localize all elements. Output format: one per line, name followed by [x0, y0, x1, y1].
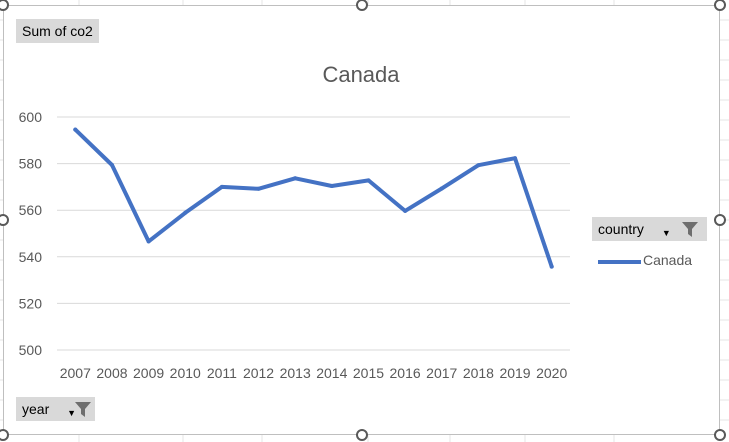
y-tick-label: 500 — [19, 342, 43, 358]
data-point[interactable] — [439, 186, 444, 191]
data-point[interactable] — [109, 162, 114, 167]
x-tick-label: 2010 — [170, 365, 201, 381]
resize-handle-top-left[interactable] — [0, 0, 9, 11]
axis-field-label: year — [22, 401, 50, 417]
filter-funnel-icon[interactable] — [682, 222, 698, 237]
x-tick-label: 2007 — [60, 365, 91, 381]
x-tick-label: 2017 — [426, 365, 457, 381]
x-tick-label: 2008 — [96, 365, 127, 381]
resize-handle-top-right[interactable] — [714, 0, 726, 11]
legend-line-swatch — [598, 260, 641, 264]
data-point[interactable] — [256, 186, 261, 191]
x-tick-label: 2016 — [390, 365, 421, 381]
data-point[interactable] — [73, 127, 78, 132]
y-tick-label: 580 — [19, 156, 43, 172]
data-point[interactable] — [366, 178, 371, 183]
y-tick-label: 600 — [19, 109, 43, 125]
resize-handle-bottom-right[interactable] — [714, 429, 726, 441]
data-point[interactable] — [183, 210, 188, 215]
values-field-label: Sum of co2 — [22, 23, 93, 39]
x-tick-label: 2019 — [499, 365, 530, 381]
x-tick-label: 2018 — [463, 365, 494, 381]
filter-funnel-icon[interactable] — [75, 402, 91, 417]
x-tick-label: 2015 — [353, 365, 384, 381]
data-point[interactable] — [549, 264, 554, 269]
x-tick-label: 2014 — [316, 365, 347, 381]
y-tick-label: 540 — [19, 249, 43, 265]
data-point[interactable] — [476, 163, 481, 168]
x-tick-label: 2020 — [536, 365, 567, 381]
data-point[interactable] — [513, 156, 518, 161]
series-line-canada[interactable] — [73, 127, 554, 269]
data-point[interactable] — [329, 183, 334, 188]
legend-field-label: country — [598, 221, 644, 237]
x-tick-label: 2013 — [280, 365, 311, 381]
x-tick-label: 2011 — [207, 365, 237, 381]
resize-handle-bottom-left[interactable] — [0, 429, 9, 441]
values-field-button[interactable]: Sum of co2 — [16, 19, 99, 43]
resize-handle-middle-left[interactable] — [0, 214, 9, 226]
data-point[interactable] — [146, 239, 151, 244]
data-point[interactable] — [403, 208, 408, 213]
y-tick-label: 560 — [19, 202, 43, 218]
resize-handle-top-center[interactable] — [356, 0, 368, 11]
y-tick-label: 520 — [19, 295, 43, 311]
legend-label: Canada — [643, 252, 693, 268]
x-tick-label: 2012 — [243, 365, 274, 381]
resize-handle-bottom-center[interactable] — [356, 429, 368, 441]
legend-field-button[interactable]: country ▼ — [592, 217, 707, 241]
data-point[interactable] — [219, 184, 224, 189]
chart-title: Canada — [322, 62, 400, 87]
x-tick-label: 2009 — [133, 365, 164, 381]
dropdown-arrow-icon: ▼ — [661, 228, 671, 238]
axis-field-button[interactable]: year ▼ — [16, 397, 95, 421]
dropdown-arrow-icon: ▼ — [67, 408, 77, 418]
data-point[interactable] — [293, 176, 298, 181]
resize-handle-middle-right[interactable] — [714, 214, 726, 226]
